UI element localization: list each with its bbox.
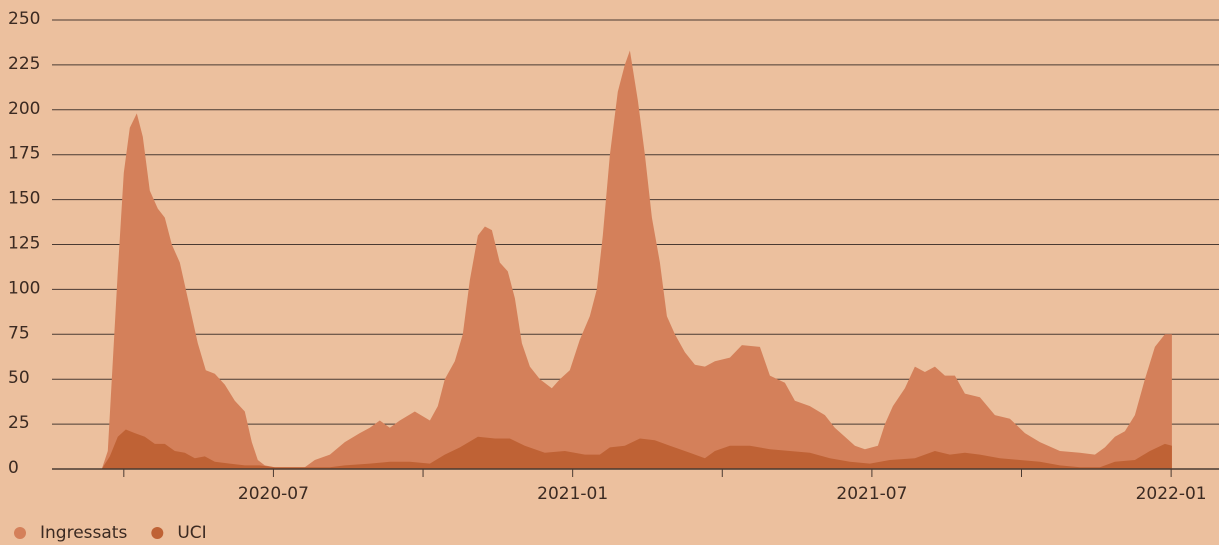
legend-label: UCI	[177, 523, 206, 543]
y-tick-label: 25	[8, 413, 30, 433]
y-tick-label: 75	[8, 323, 30, 343]
y-tick-label: 125	[8, 234, 40, 254]
legend-label: Ingressats	[40, 523, 127, 543]
y-tick-label: 150	[8, 189, 40, 209]
y-tick-label: 50	[8, 368, 30, 388]
x-tick-label: 2021-01	[537, 484, 608, 504]
x-tick-label: 2020-07	[238, 484, 309, 504]
y-tick-label: 100	[8, 278, 40, 298]
y-tick-label: 200	[8, 99, 40, 119]
y-tick-label: 225	[8, 54, 40, 74]
area	[101, 50, 1172, 469]
legend-marker	[14, 527, 26, 539]
area	[101, 429, 1172, 469]
legend-marker	[151, 527, 164, 539]
y-tick-label: 175	[8, 144, 40, 164]
x-tick-label: 2021-07	[836, 484, 907, 504]
y-tick-label: 0	[8, 458, 19, 478]
x-tick-label: 2022-01	[1136, 484, 1207, 504]
y-tick-label: 250	[8, 9, 40, 29]
